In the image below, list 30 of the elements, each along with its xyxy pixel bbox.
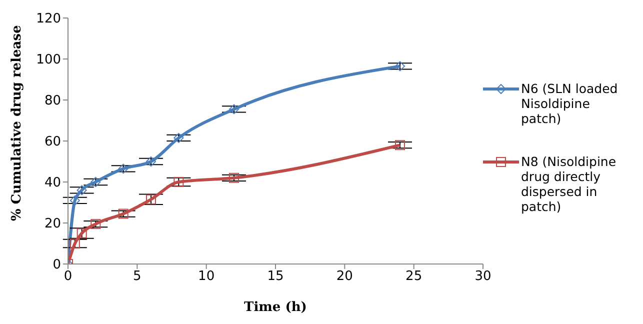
y-tick-label: 40 (44, 176, 61, 191)
point (395, 61, 405, 72)
x-tick-label: 20 (336, 269, 353, 284)
point (118, 208, 128, 219)
point (146, 194, 156, 204)
legend-label: N6 (SLN loaded Nisoldipine patch) (521, 80, 619, 126)
y-tick-label: 80 (44, 94, 61, 109)
point (70, 238, 80, 248)
y-tick-label: 60 (44, 134, 61, 150)
x-tick-label: 5 (133, 269, 142, 284)
x-tick-label: 0 (64, 269, 72, 284)
point (70, 195, 80, 206)
x-tick-label: 25 (406, 269, 422, 284)
point (146, 156, 156, 166)
y-tick-label: 100 (36, 52, 61, 68)
y-tick-label: 20 (44, 216, 61, 232)
point (174, 132, 184, 143)
point (395, 140, 405, 150)
x-tick-label: 30 (474, 269, 492, 284)
point (118, 164, 128, 174)
point (229, 104, 239, 114)
y-axis-title: % Cumulative drug release (10, 25, 25, 221)
point (229, 172, 239, 183)
point (174, 177, 184, 187)
x-axis-title: Time (h) (244, 300, 307, 315)
legend-label: N8 (Nisoldipine drug directly dispersed in patch) (521, 154, 618, 214)
x-tick-label: 10 (198, 269, 215, 284)
y-tick-label: 120 (36, 12, 61, 27)
x-tick-label: 15 (267, 269, 284, 284)
y-tick-label: 0 (52, 258, 61, 273)
